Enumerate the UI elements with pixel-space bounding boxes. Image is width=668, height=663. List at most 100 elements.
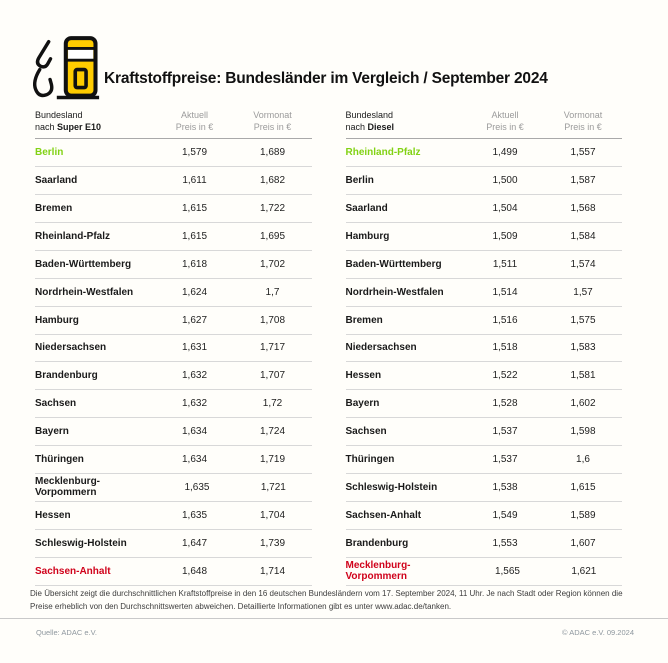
vormonat-label: Vormonat [563,110,603,120]
table-row: Niedersachsen 1,631 1,717 [35,335,312,363]
price-aktuell: 1,627 [181,314,208,326]
price-vormonat: 1,607 [570,537,596,549]
price-vormonat: 1,587 [570,175,596,187]
column-header-bundesland: Bundesland nach Diesel [346,109,467,133]
state-name: Hamburg [345,230,390,242]
table-row: Bayern 1,528 1,602 [345,390,622,419]
price-aktuell: 1,615 [181,230,208,242]
price-aktuell: 1,522 [492,370,518,382]
state-name: Thüringen [345,454,395,466]
state-name: Mecklenburg-Vorpommern [345,560,411,583]
fuel-prefix: nach [345,122,368,133]
price-aktuell: 1,549 [492,509,518,521]
price-vormonat: 1,589 [570,509,596,521]
table-row: Thüringen 1,537 1,6 [345,446,622,474]
table-row: Brandenburg 1,553 1,607 [345,530,622,558]
price-vormonat: 1,739 [259,537,286,549]
table-row: Baden-Württemberg 1,511 1,574 [345,251,622,279]
price-vormonat: 1,602 [570,398,596,410]
column-header-bundesland: Bundesland nach Super E10 [35,109,156,133]
price-vormonat: 1,575 [570,314,596,326]
table-row: Sachsen-Anhalt 1,648 1,714 [35,558,312,586]
footnote-line2: Preise erheblich von den Durchschnittswe… [30,601,452,611]
price-vormonat: 1,583 [570,342,596,354]
fuel-price-table-super-e10: Bundesland nach Super E10 Aktuell Preis … [35,109,312,586]
price-aktuell: 1,579 [181,147,208,159]
state-name: Saarland [35,175,78,187]
table-row: Berlin 1,500 1,587 [345,167,622,196]
state-name: Brandenburg [345,537,409,549]
vormonat-unit: Preis in € [253,122,292,133]
table-row: Sachsen 1,537 1,598 [345,418,622,447]
table-row: Brandenburg 1,632 1,707 [35,362,312,391]
price-vormonat: 1,702 [259,258,286,270]
table-row: Saarland 1,504 1,568 [345,195,622,223]
table-row: Nordrhein-Westfalen 1,514 1,57 [345,279,622,307]
state-name: Baden-Württemberg [35,258,132,270]
table-row: Sachsen-Anhalt 1,549 1,589 [345,502,622,530]
price-vormonat: 1,621 [571,565,597,577]
price-vormonat: 1,574 [570,258,596,270]
price-vormonat: 1,615 [570,481,596,493]
price-vormonat: 1,581 [570,370,596,382]
price-aktuell: 1,499 [492,147,518,159]
table-body: Rheinland-Pfalz 1,499 1,557 Berlin 1,500 1,58… [345,139,622,586]
table-row: Bayern 1,634 1,724 [35,418,312,447]
footer: Quelle: ADAC e.V. © ADAC e.V. 09.2024 [36,628,634,637]
price-vormonat: 1,584 [570,230,596,242]
price-vormonat: 1,719 [259,454,286,466]
table-row: Hamburg 1,627 1,708 [35,307,312,335]
state-name: Sachsen [345,426,387,438]
table-body: Berlin 1,579 1,689 Saarland 1,611 1,682 Bremen… [35,139,312,586]
state-name: Bremen [345,314,383,326]
price-aktuell: 1,504 [492,203,518,214]
price-aktuell: 1,553 [492,537,518,549]
state-name: Thüringen [35,454,84,466]
table-row: Hessen 1,522 1,581 [345,362,622,391]
table-row: Bremen 1,615 1,722 [35,195,312,223]
fuel-name: Super E10 [57,122,102,133]
table-row: Mecklenburg-Vorpommern 1,565 1,621 [345,558,622,586]
state-name: Hessen [345,370,382,382]
price-vormonat: 1,6 [576,454,590,466]
state-name: Hamburg [35,314,79,326]
footnote-line1: Die Übersicht zeigt die durchschnittlich… [30,589,623,598]
copyright-text: © ADAC e.V. 09.2024 [562,628,634,637]
state-name: Bayern [35,426,69,438]
price-vormonat: 1,704 [259,509,286,521]
price-aktuell: 1,632 [181,370,208,382]
state-name: Nordrhein-Westfalen [35,286,134,298]
table-row: Thüringen 1,634 1,719 [35,446,312,474]
price-aktuell: 1,514 [492,286,518,298]
price-vormonat: 1,721 [260,481,286,493]
aktuell-label: Aktuell [180,110,208,120]
state-name: Brandenburg [35,370,98,382]
price-vormonat: 1,695 [259,230,286,242]
table-row: Sachsen 1,632 1,72 [35,390,312,419]
price-aktuell: 1,565 [494,565,520,577]
table-row: Rheinland-Pfalz 1,499 1,557 [345,139,622,168]
column-header-aktuell: Aktuell Preis in € [156,109,234,133]
state-name: Saarland [345,203,388,214]
column-header-line2: nach Super E10 [35,121,156,133]
column-header-aktuell: Aktuell Preis in € [466,109,544,133]
price-aktuell: 1,538 [492,481,518,493]
column-header-line1: Bundesland [35,110,83,120]
price-aktuell: 1,624 [181,286,208,298]
state-name: Niedersachsen [345,342,417,354]
state-name: Baden-Württemberg [345,258,442,270]
aktuell-unit: Preis in € [486,122,524,133]
table-row: Niedersachsen 1,518 1,583 [345,335,622,363]
price-aktuell: 1,634 [181,426,208,438]
column-header-vormonat: Vormonat Preis in € [544,109,622,133]
state-name: Schleswig-Holstein [345,481,438,493]
table-row: Rheinland-Pfalz 1,615 1,695 [35,223,312,251]
state-name: Rheinland-Pfalz [345,147,421,159]
price-aktuell: 1,518 [492,342,518,354]
source-text: Quelle: ADAC e.V. [36,628,98,637]
table-header: Bundesland nach Diesel Aktuell Preis in … [345,109,622,140]
fuel-prefix: nach [35,122,58,133]
price-aktuell: 1,611 [182,175,207,187]
state-name: Schleswig-Holstein [35,537,127,549]
